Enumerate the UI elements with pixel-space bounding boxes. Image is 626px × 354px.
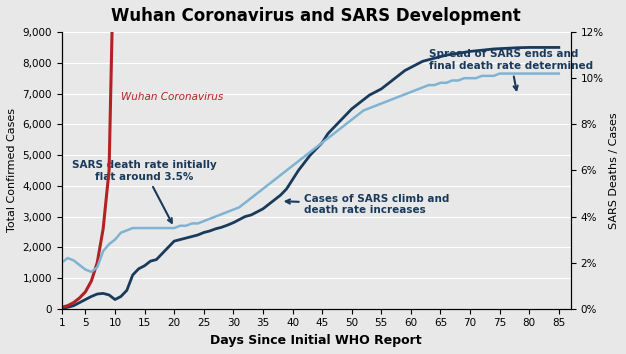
X-axis label: Days Since Initial WHO Report: Days Since Initial WHO Report — [210, 334, 422, 347]
Text: Wuhan Coronavirus: Wuhan Coronavirus — [121, 92, 223, 102]
Y-axis label: Total Confirmed Cases: Total Confirmed Cases — [7, 108, 17, 233]
Y-axis label: SARS Deaths / Cases: SARS Deaths / Cases — [609, 112, 619, 229]
Text: Cases of SARS climb and
death rate increases: Cases of SARS climb and death rate incre… — [286, 194, 449, 216]
Text: Spread of SARS ends and
final death rate determined: Spread of SARS ends and final death rate… — [429, 49, 593, 90]
Text: SARS death rate initially
flat around 3.5%: SARS death rate initially flat around 3.… — [72, 160, 217, 223]
Title: Wuhan Coronavirus and SARS Development: Wuhan Coronavirus and SARS Development — [111, 7, 521, 25]
